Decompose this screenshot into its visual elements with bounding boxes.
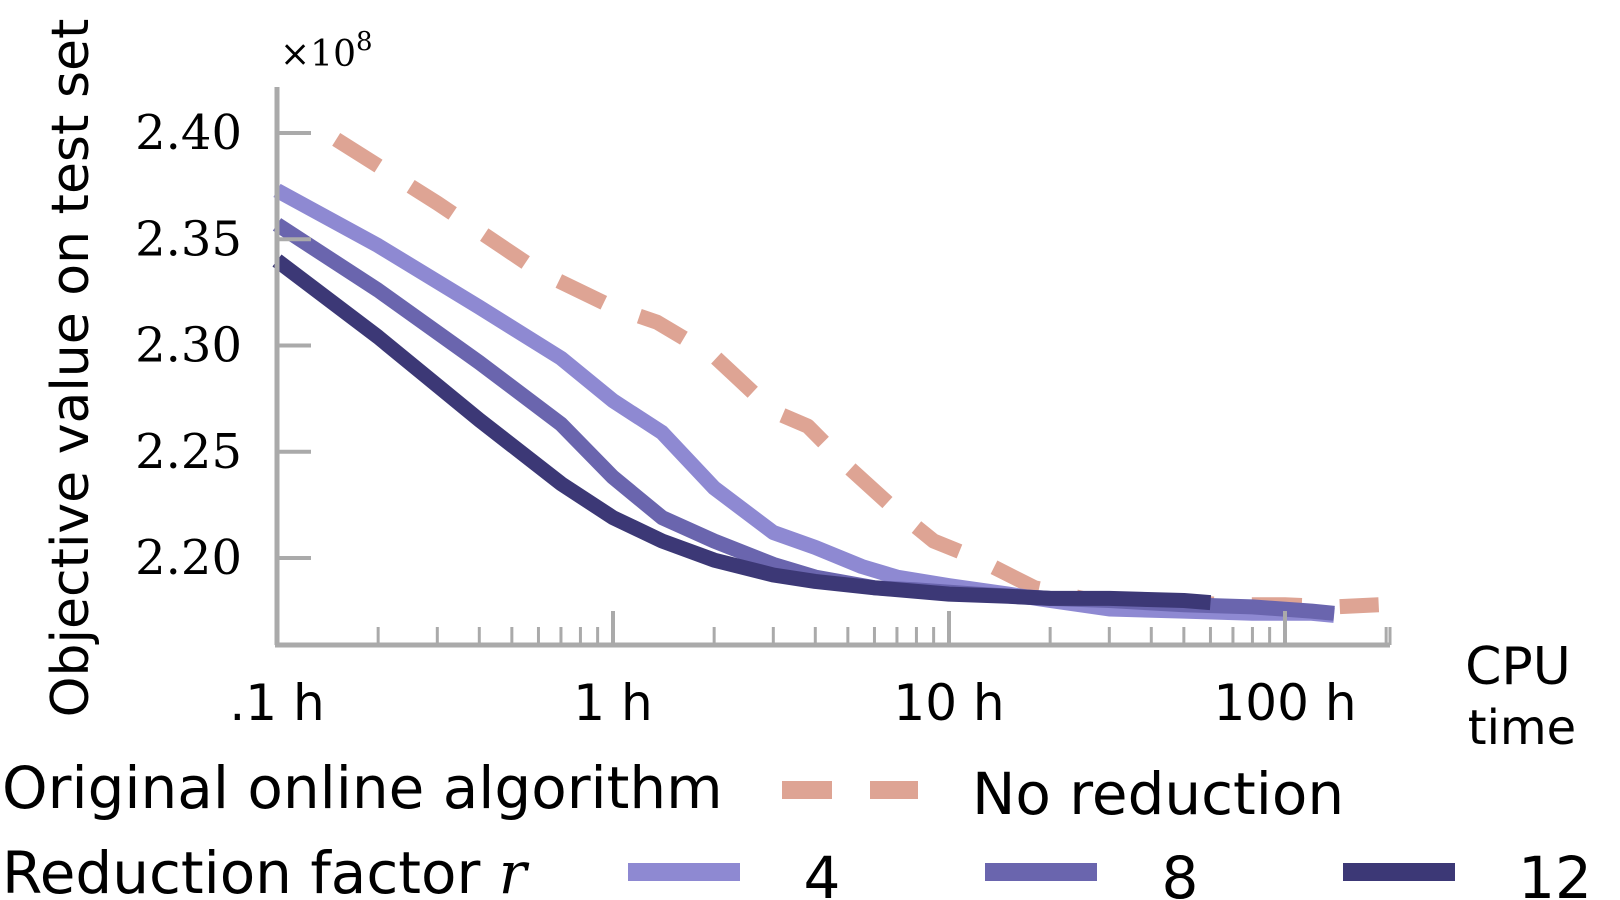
y-tick-label: 2.40 <box>135 105 242 161</box>
legend-group-reduction-label: Reduction factor r <box>2 839 530 900</box>
legend-label-r4: 4 <box>804 844 841 900</box>
ticks-layer: 2.20 2.25 2.30 2.35 2.40 .1 h 1 h 10 h 100 h <box>135 105 1392 732</box>
legend-reduction-symbol: r <box>499 839 530 900</box>
x-axis-label-line2: time <box>1468 700 1576 756</box>
y-axis-multiplier: ×108 <box>280 27 373 75</box>
y-tick-label: 2.20 <box>135 530 242 586</box>
series-line-r4 <box>273 183 1335 623</box>
y-axis-label: Objective value on test set <box>41 19 101 718</box>
x-tick-label: .1 h <box>229 674 324 732</box>
x-tick-label: 100 h <box>1213 674 1356 732</box>
x-tick-label: 10 h <box>893 674 1004 732</box>
y-tick-label: 2.35 <box>135 211 242 267</box>
legend: Original online algorithm No reduction R… <box>2 754 1592 900</box>
series-line-r12 <box>272 254 1212 611</box>
x-axis-label-line1: CPU <box>1465 637 1571 697</box>
legend-label-no-reduction: No reduction <box>972 760 1344 828</box>
legend-group-original-label: Original online algorithm <box>2 754 723 822</box>
x-tick-label: 1 h <box>573 674 652 732</box>
legend-label-r12: 12 <box>1518 844 1592 900</box>
axes-layer <box>274 87 1390 648</box>
y-tick-label: 2.30 <box>135 318 242 374</box>
series-layer <box>272 133 1380 623</box>
y-tick-label: 2.25 <box>135 424 242 480</box>
legend-label-r8: 8 <box>1162 844 1199 900</box>
